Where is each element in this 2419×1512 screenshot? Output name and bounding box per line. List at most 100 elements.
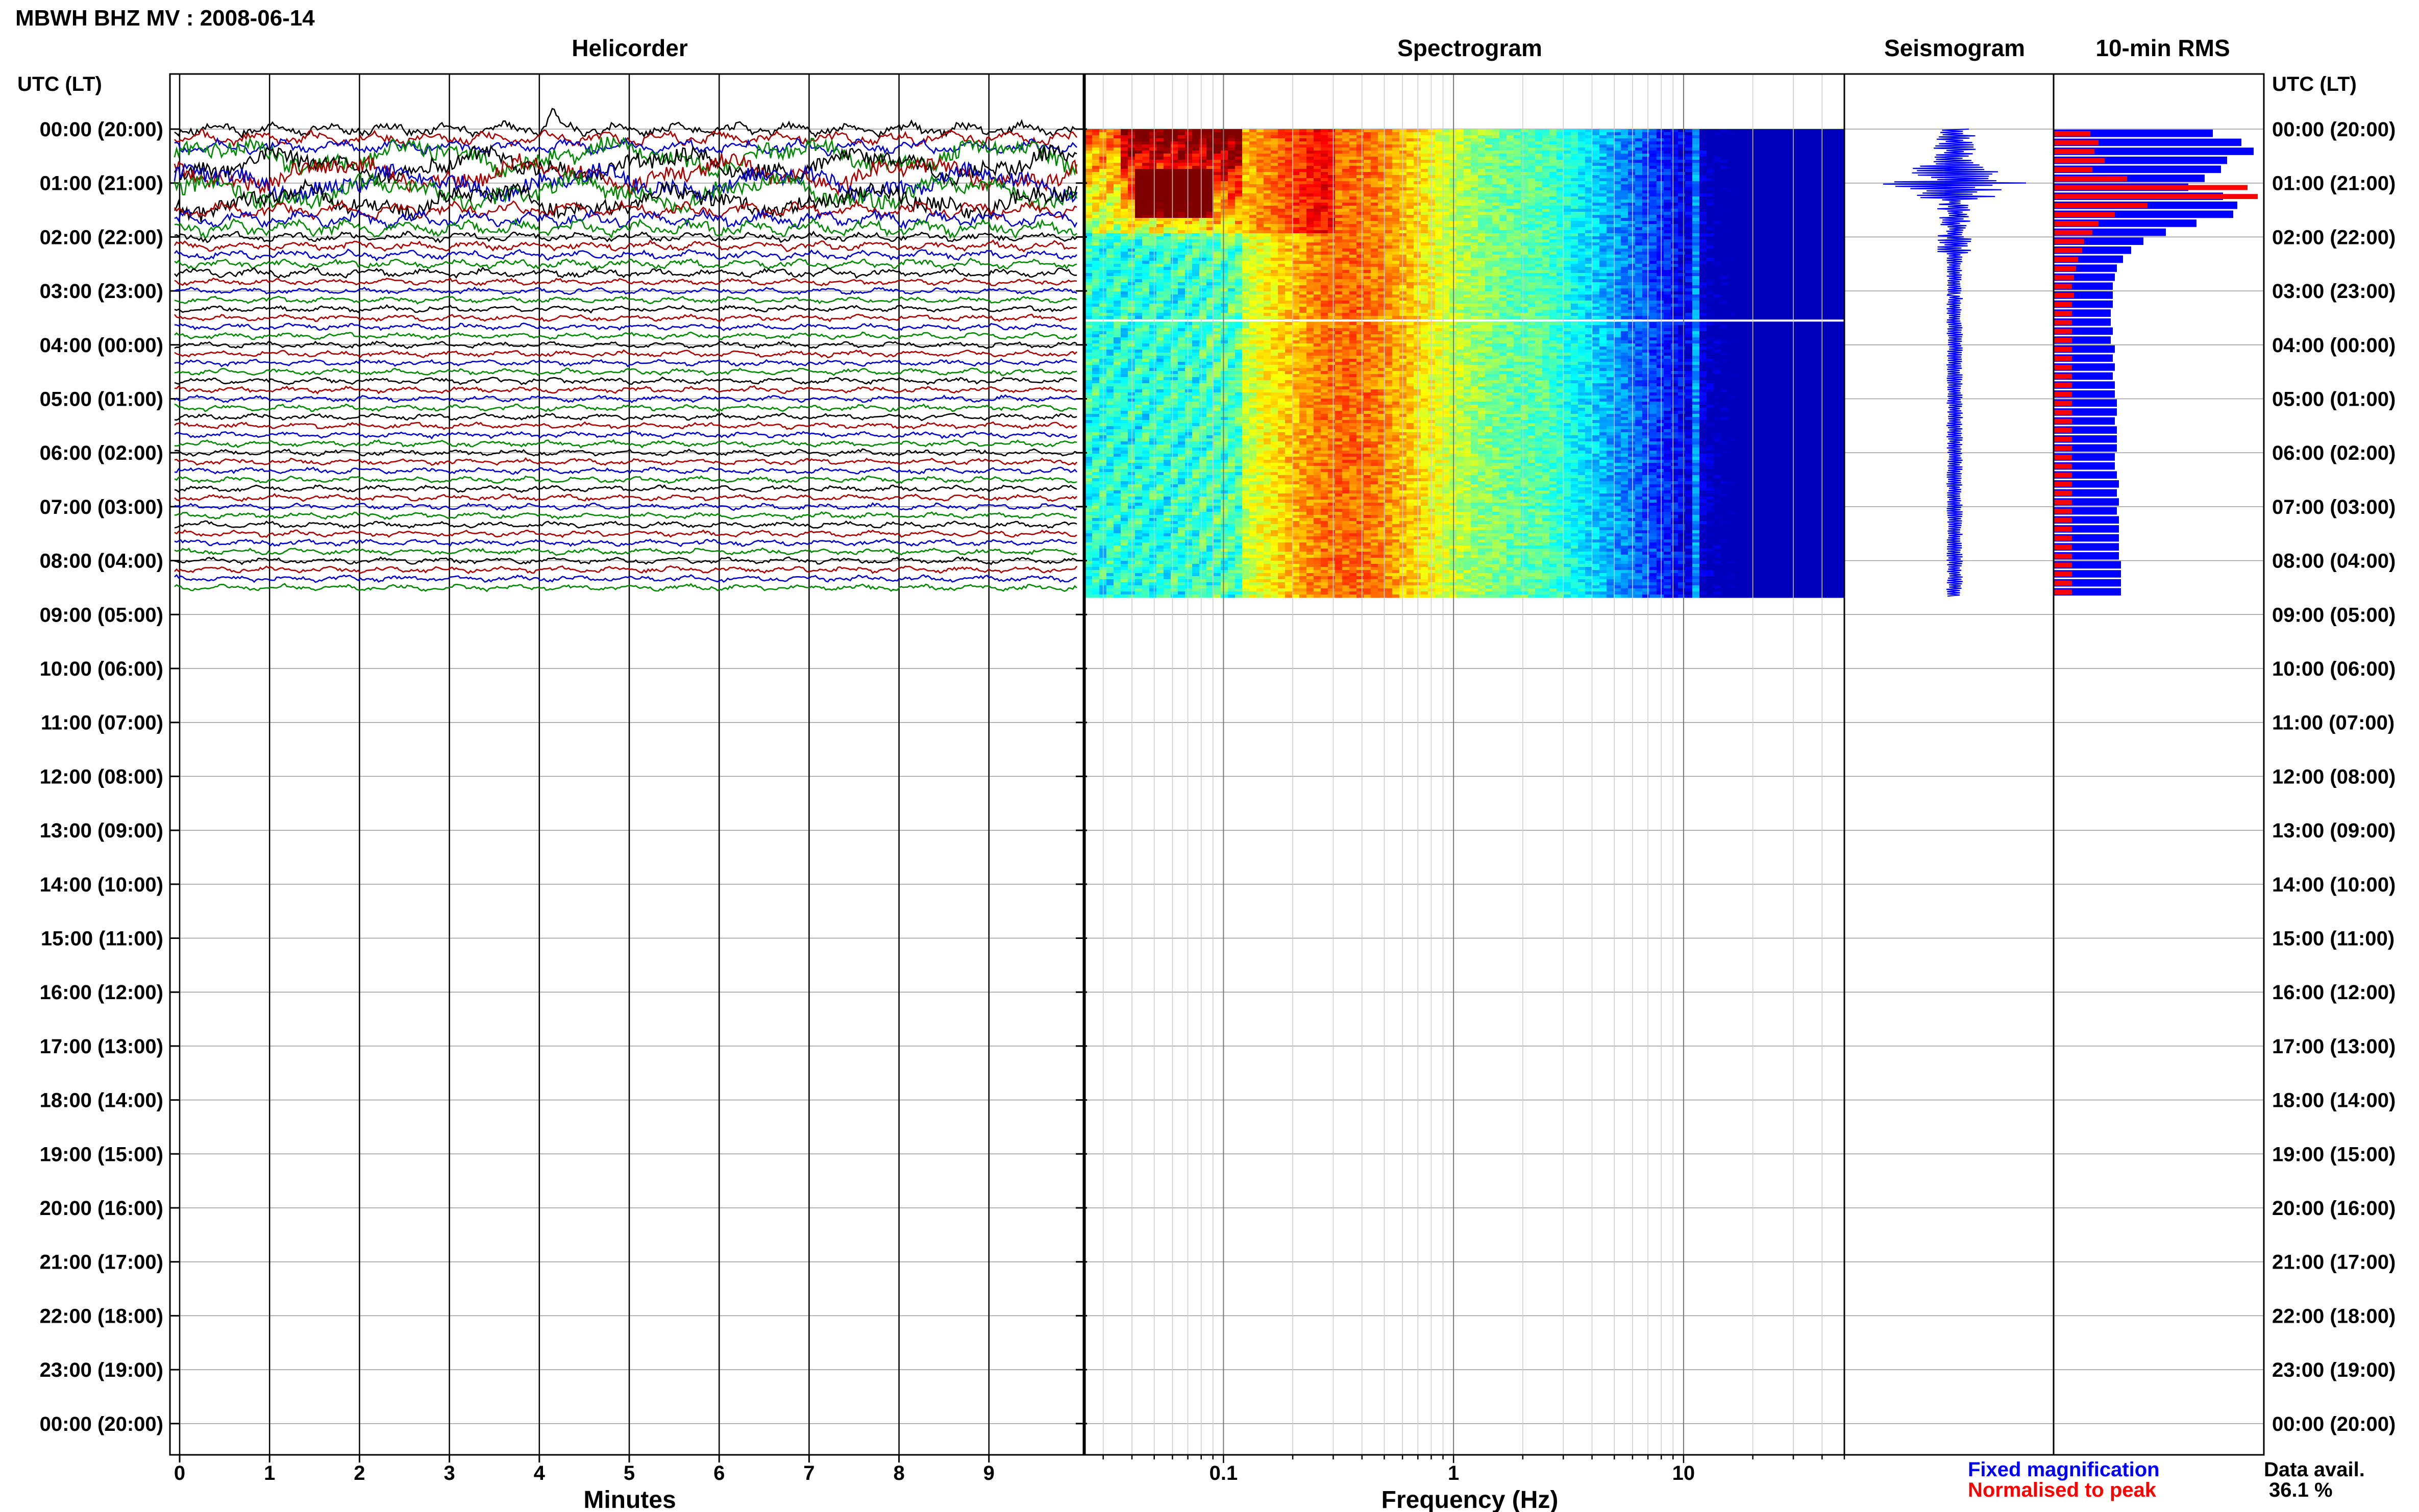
spectrogram-cell [1778,218,1786,221]
spectrogram-cell [1714,172,1721,176]
spectrogram-cell [1114,227,1121,231]
spectrogram-cell [1142,267,1150,270]
spectrogram-cell [1364,221,1371,225]
spectrogram-cell [1707,245,1714,249]
spectrogram-cell [1371,233,1378,237]
spectrogram-cell [1735,132,1743,136]
spectrogram-cell [1221,132,1228,136]
spectrogram-cell [1521,209,1528,212]
spectrogram-cell [1085,151,1093,154]
spectrogram-cell [1571,233,1578,237]
spectrogram-cell [1735,151,1743,154]
spectrogram-cell [1457,221,1464,225]
spectrogram-cell [1435,264,1443,267]
spectrogram-cell [1492,175,1500,179]
spectrogram-cell [1721,154,1729,157]
spectrogram-cell [1142,224,1150,228]
spectrogram-cell [1135,163,1143,166]
spectrogram-cell [1657,138,1664,142]
spectrogram-cell [1371,166,1378,169]
spectrogram-cell [1828,163,1836,166]
spectrogram-cell [1228,203,1236,206]
spectrogram-cell [1235,138,1243,142]
spectrogram-cell [1335,141,1343,145]
spectrogram-cell [1342,138,1350,142]
spectrogram-cell [1206,190,1214,194]
spectrogram-cell [1714,200,1721,203]
spectrogram-cell [1364,239,1371,243]
spectrogram-cell [1349,141,1357,145]
spectrogram-cell [1678,239,1686,243]
spectrogram-cell [1292,163,1300,166]
spectrogram-cell [1842,172,1844,176]
spectrogram-cell [1228,178,1236,182]
spectrogram-cell [1521,132,1528,136]
spectrogram-cell [1299,141,1307,145]
spectrogram-cell [1464,239,1471,243]
spectrogram-cell [1792,169,1800,172]
spectrogram-cell [1792,172,1800,176]
spectrogram-cell [1328,249,1336,252]
spectrogram-cell [1671,147,1679,151]
spectrogram-cell [1835,184,1843,188]
spectrogram-cell [1378,141,1386,145]
spectrogram-cell [1121,157,1128,160]
spectrogram-cell [1499,236,1507,240]
spectrogram-cell [1264,242,1271,246]
spectrogram-cell [1385,147,1393,151]
spectrogram-cell [1356,203,1364,206]
spectrogram-cell [1557,163,1564,166]
spectrogram-cell [1499,193,1507,197]
spectrogram-cell [1635,193,1643,197]
spectrogram-cell [1114,255,1121,258]
spectrogram-cell [1485,190,1493,194]
spectrogram-cell [1742,160,1750,163]
spectrogram-cell [1321,261,1328,264]
spectrogram-cell [1585,135,1593,139]
spectrogram-cell [1528,221,1536,225]
spectrogram-cell [1335,221,1343,225]
spectrogram-cell [1285,239,1293,243]
spectrogram-cell [1464,242,1471,246]
spectrogram-cell [1171,129,1178,133]
spectrogram-cell [1442,169,1450,172]
spectrogram-cell [1678,154,1686,157]
spectrogram-cell [1621,255,1628,258]
spectrogram-cell [1414,135,1421,139]
spectrogram-cell [1328,181,1336,185]
spectrogram-cell [1342,147,1350,151]
spectrogram-cell [1842,144,1844,148]
spectrogram-cell [1821,233,1829,237]
spectrogram-cell [1764,163,1771,166]
spectrogram-cell [1764,249,1771,252]
spectrogram-cell [1764,239,1771,243]
spectrogram-cell [1349,242,1357,246]
spectrogram-cell [1549,181,1557,185]
spectrogram-cell [1371,264,1378,267]
spectrogram-cell [1206,212,1214,215]
spectrogram-cell [1671,245,1679,249]
spectrogram-cell [1542,230,1550,234]
spectrogram-cell [1092,236,1100,240]
spectrogram-cell [1671,249,1679,252]
spectrogram-cell [1199,132,1207,136]
spectrogram-cell [1299,224,1307,228]
spectrogram-cell [1478,169,1486,172]
spectrogram-cell [1121,151,1128,154]
spectrogram-cell [1428,224,1436,228]
spectrogram-cell [1821,224,1829,228]
spectrogram-cell [1178,144,1186,148]
spectrogram-cell [1392,163,1400,166]
spectrogram-cell [1457,172,1464,176]
spectrogram-cell [1199,187,1207,191]
spectrogram-cell [1771,175,1779,179]
spectrogram-cell [1628,178,1636,182]
spectrogram-cell [1492,129,1500,133]
spectrogram-cell [1299,135,1307,139]
spectrogram-cell [1142,200,1150,203]
spectrogram-cell [1649,258,1657,261]
spectrogram-cell [1764,135,1771,139]
spectrogram-cell [1685,264,1693,267]
spectrogram-cell [1421,224,1428,228]
spectrogram-cell [1414,255,1421,258]
